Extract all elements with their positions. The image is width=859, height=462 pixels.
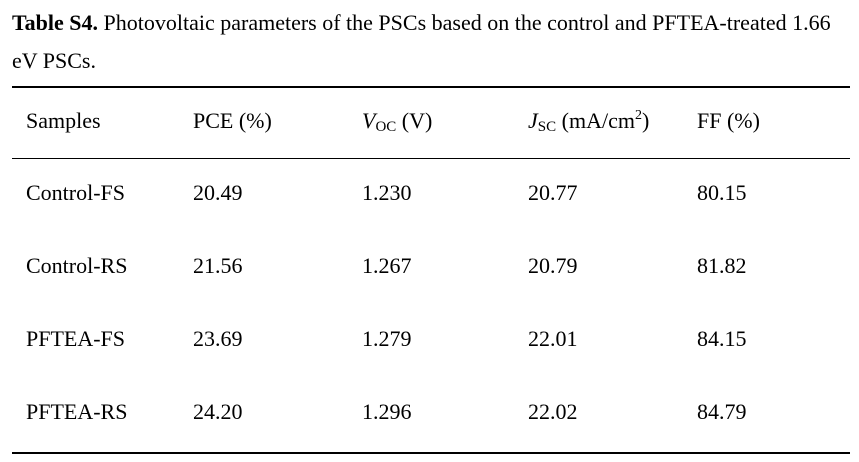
header-jsc-symbol: J <box>528 108 538 133</box>
table-cell-jsc: 22.02 <box>528 399 578 424</box>
bottom-rule <box>12 452 850 454</box>
table-cell-voc: 1.267 <box>362 253 412 278</box>
table-cell-ff: 81.82 <box>697 253 747 278</box>
header-jsc: JSC (mA/cm2) <box>528 107 649 139</box>
table-cell-jsc: 20.77 <box>528 180 578 205</box>
table-caption: Table S4. Photovoltaic parameters of the… <box>12 4 852 80</box>
table-cell-voc: 1.230 <box>362 180 412 205</box>
header-jsc-superscript: 2 <box>634 108 642 123</box>
top-rule <box>12 86 850 88</box>
table-cell-ff: 84.79 <box>697 399 747 424</box>
table-cell-pce: 21.56 <box>193 253 243 278</box>
header-voc-symbol: V <box>362 108 376 133</box>
caption-label: Table S4. <box>12 10 99 35</box>
table-cell-jsc: 20.79 <box>528 253 578 278</box>
table-cell-voc: 1.296 <box>362 399 412 424</box>
table-cell-sample: PFTEA-RS <box>26 399 128 424</box>
table-cell-sample: PFTEA-FS <box>26 326 126 351</box>
header-rule <box>12 158 850 159</box>
table-cell-pce: 23.69 <box>193 326 243 351</box>
table-cell-ff: 80.15 <box>697 180 747 205</box>
table-cell-voc: 1.279 <box>362 326 412 351</box>
header-samples: Samples <box>26 108 101 133</box>
header-jsc-subscript: SC <box>537 119 557 135</box>
table-cell-pce: 24.20 <box>193 399 243 424</box>
header-ff: FF (%) <box>697 108 760 133</box>
header-voc-subscript: OC <box>375 119 397 135</box>
table-cell-pce: 20.49 <box>193 180 243 205</box>
header-jsc-unit-post: ) <box>641 108 650 133</box>
table-cell-ff: 84.15 <box>697 326 747 351</box>
header-jsc-unit-pre: (mA/cm <box>556 108 635 133</box>
header-voc: VOC (V) <box>362 107 432 138</box>
header-voc-unit: (V) <box>396 108 433 133</box>
table-cell-sample: Control-FS <box>26 180 126 205</box>
header-pce: PCE (%) <box>193 108 272 133</box>
table-cell-jsc: 22.01 <box>528 326 578 351</box>
table-cell-sample: Control-RS <box>26 253 128 278</box>
caption-text: Photovoltaic parameters of the PSCs base… <box>12 10 831 73</box>
